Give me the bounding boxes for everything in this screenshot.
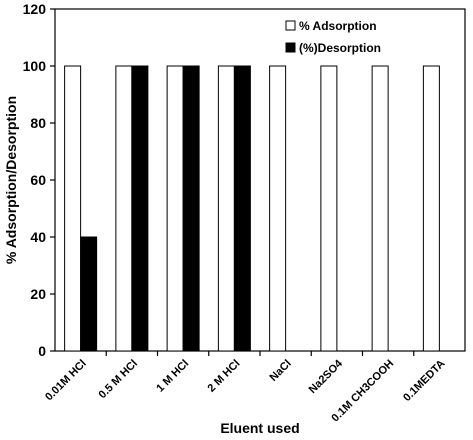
bar-adsorption bbox=[269, 65, 287, 352]
x-tick-label: 2 M HCl bbox=[205, 358, 242, 395]
y-tick-label: 40 bbox=[30, 229, 46, 245]
x-tick-label: 0.1MEDTA bbox=[401, 358, 447, 404]
y-axis-title: % Adsorption/Desorption bbox=[3, 96, 19, 264]
bar-adsorption bbox=[166, 65, 184, 352]
y-tick-label: 80 bbox=[30, 115, 46, 131]
legend-label-desorption: (%)Desorption bbox=[299, 41, 381, 55]
x-tick-label: 0.01M HCl bbox=[43, 358, 89, 404]
legend-swatch-adsorption bbox=[285, 20, 296, 31]
x-tick-label: 0.5 M HCl bbox=[96, 358, 139, 401]
y-tick-label: 0 bbox=[38, 343, 46, 359]
bar-adsorption bbox=[371, 65, 389, 352]
bars bbox=[64, 65, 440, 352]
bar-desorption bbox=[131, 65, 149, 352]
y-axis: 0 20 40 60 80 100 120 bbox=[23, 1, 55, 359]
bar-adsorption bbox=[64, 65, 82, 352]
x-tick-label: 1 M HCl bbox=[154, 358, 191, 395]
bar-desorption bbox=[233, 65, 251, 352]
x-axis: 0.01M HCl 0.5 M HCl 1 M HCl 2 M HCl NaCl Na2S… bbox=[43, 351, 448, 424]
bar-desorption bbox=[182, 65, 200, 352]
y-tick-label: 100 bbox=[23, 58, 47, 74]
y-tick-label: 20 bbox=[30, 286, 46, 302]
bar-adsorption bbox=[217, 65, 235, 352]
x-axis-title: Eluent used bbox=[220, 420, 299, 436]
bar-desorption bbox=[80, 236, 98, 352]
legend-label-adsorption: % Adsorption bbox=[299, 19, 377, 33]
bar-adsorption bbox=[115, 65, 133, 352]
y-tick-label: 60 bbox=[30, 172, 46, 188]
legend: % Adsorption (%)Desorption bbox=[285, 19, 381, 55]
x-tick-label: NaCl bbox=[268, 358, 294, 384]
y-tick-label: 120 bbox=[23, 1, 47, 17]
legend-swatch-desorption bbox=[285, 42, 296, 53]
bar-adsorption bbox=[320, 65, 338, 352]
bar-adsorption bbox=[422, 65, 440, 352]
x-tick-label: Na2SO4 bbox=[307, 357, 346, 396]
